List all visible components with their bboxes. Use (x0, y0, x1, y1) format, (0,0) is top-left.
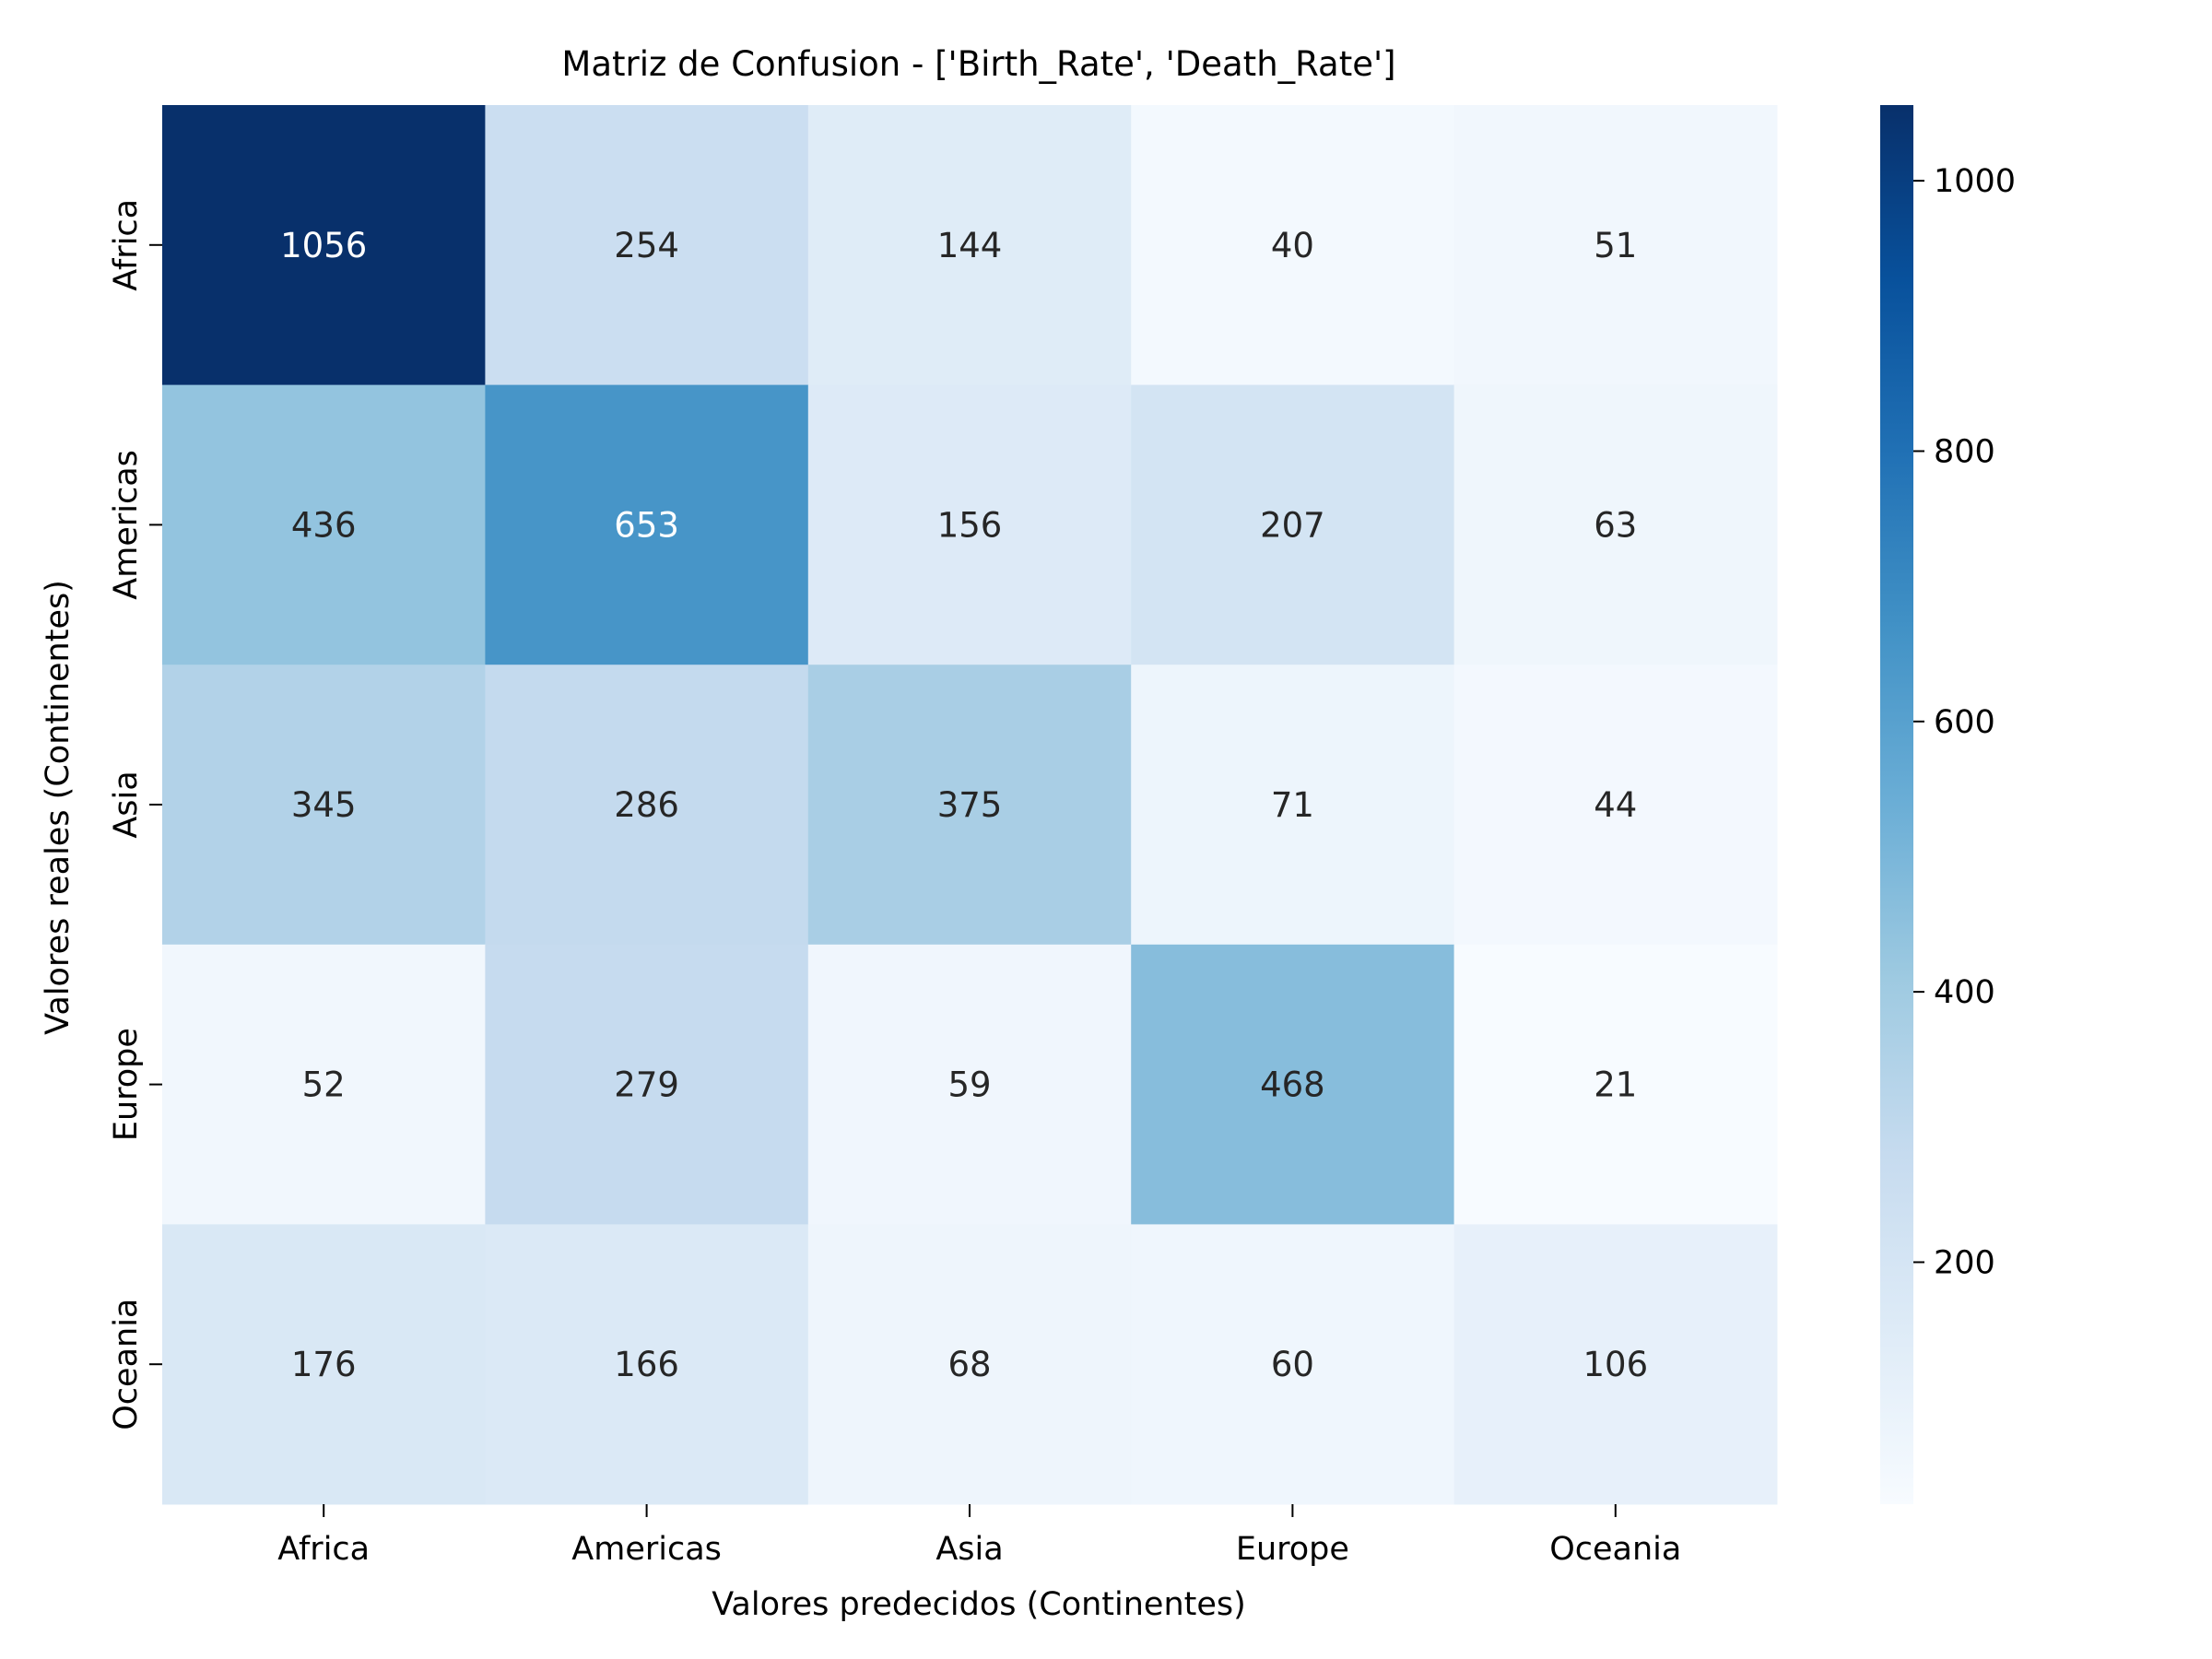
cell-value-label: 279 (614, 1065, 679, 1105)
cell-value-label: 40 (1271, 226, 1314, 265)
heatmap-cell (1131, 1224, 1455, 1505)
cell-value-label: 653 (614, 505, 679, 545)
heatmap-cell (162, 665, 486, 946)
cell-value-label: 59 (947, 1065, 991, 1105)
heatmap-cell (1453, 944, 1778, 1225)
cell-value-label: 468 (1260, 1065, 1325, 1105)
x-tick-label: Oceania (1549, 1531, 1681, 1568)
colorbar (1880, 105, 1913, 1504)
chart-title: Matriz de Confusion - ['Birth_Rate', 'De… (561, 44, 1395, 84)
heatmap-cell (1131, 944, 1455, 1225)
x-tick-label: Europe (1236, 1531, 1349, 1568)
heatmap-cell (162, 944, 486, 1225)
heatmap-cells: 1056 254 144 40 51 436 653 156 207 63 345 286 375 71 4… (162, 105, 1778, 1505)
heatmap-cell (485, 105, 809, 386)
colorbar-ticks: 200 400 600 800 1000 (1913, 163, 2016, 1281)
x-axis-label: Valores predecidos (Continentes) (712, 1586, 1246, 1623)
cell-value-label: 286 (614, 785, 679, 825)
x-tick-label: Africa (277, 1531, 370, 1568)
heatmap-cell (1131, 665, 1455, 946)
cell-value-label: 21 (1594, 1065, 1637, 1105)
x-axis: Africa Americas Asia Europe Oceania (277, 1504, 1681, 1568)
y-axis: Africa Americas Asia Europe Oceania (108, 199, 162, 1430)
heatmap-cell (807, 944, 1132, 1225)
cell-value-label: 106 (1583, 1345, 1648, 1384)
cell-value-label: 156 (937, 505, 1003, 545)
cell-value-label: 60 (1271, 1345, 1314, 1384)
cell-value-label: 51 (1594, 226, 1637, 265)
cell-value-label: 68 (947, 1345, 991, 1384)
colorbar-tick-label: 600 (1934, 704, 1995, 741)
cell-value-label: 144 (937, 226, 1003, 265)
heatmap-cell (807, 384, 1132, 665)
cell-value-label: 254 (614, 226, 679, 265)
colorbar-tick-label: 800 (1934, 433, 1995, 470)
y-axis-label: Valores reales (Continentes) (40, 580, 76, 1035)
colorbar-tick-label: 400 (1934, 974, 1995, 1011)
colorbar-tick-label: 1000 (1934, 163, 2016, 200)
heatmap-cell (485, 665, 809, 946)
cell-value-label: 166 (614, 1345, 679, 1384)
heatmap-cell (485, 944, 809, 1225)
cell-value-label: 207 (1260, 505, 1325, 545)
cell-value-label: 63 (1594, 505, 1637, 545)
heatmap-cell (1453, 665, 1778, 946)
cell-value-label: 1056 (280, 226, 367, 265)
y-tick-label: Africa (108, 199, 145, 291)
cell-value-label: 375 (937, 785, 1003, 825)
colorbar-tick-label: 200 (1934, 1244, 1995, 1281)
x-tick-label: Asia (935, 1531, 1003, 1568)
y-tick-label: Oceania (108, 1299, 145, 1430)
heatmap-cell (1453, 384, 1778, 665)
heatmap-cell (807, 665, 1132, 946)
heatmap-cell (162, 1224, 486, 1505)
heatmap-cell (1131, 105, 1455, 386)
heatmap-cell (162, 384, 486, 665)
cell-value-label: 436 (291, 505, 357, 545)
cell-value-label: 71 (1271, 785, 1314, 825)
cell-value-label: 52 (302, 1065, 346, 1105)
heatmap-cell (807, 105, 1132, 386)
cell-value-label: 345 (291, 785, 357, 825)
y-tick-label: Americas (108, 450, 145, 600)
cell-value-label: 176 (291, 1345, 357, 1384)
cell-value-label: 44 (1594, 785, 1637, 825)
heatmap-cell (485, 384, 809, 665)
heatmap-cell (807, 1224, 1132, 1505)
x-tick-label: Americas (571, 1531, 722, 1568)
heatmap-cell (1131, 384, 1455, 665)
y-tick-label: Asia (108, 771, 145, 838)
y-tick-label: Europe (108, 1028, 145, 1141)
heatmap-cell (162, 105, 486, 386)
heatmap-cell (1453, 105, 1778, 386)
heatmap-cell (485, 1224, 809, 1505)
heatmap-cell (1453, 1224, 1778, 1505)
